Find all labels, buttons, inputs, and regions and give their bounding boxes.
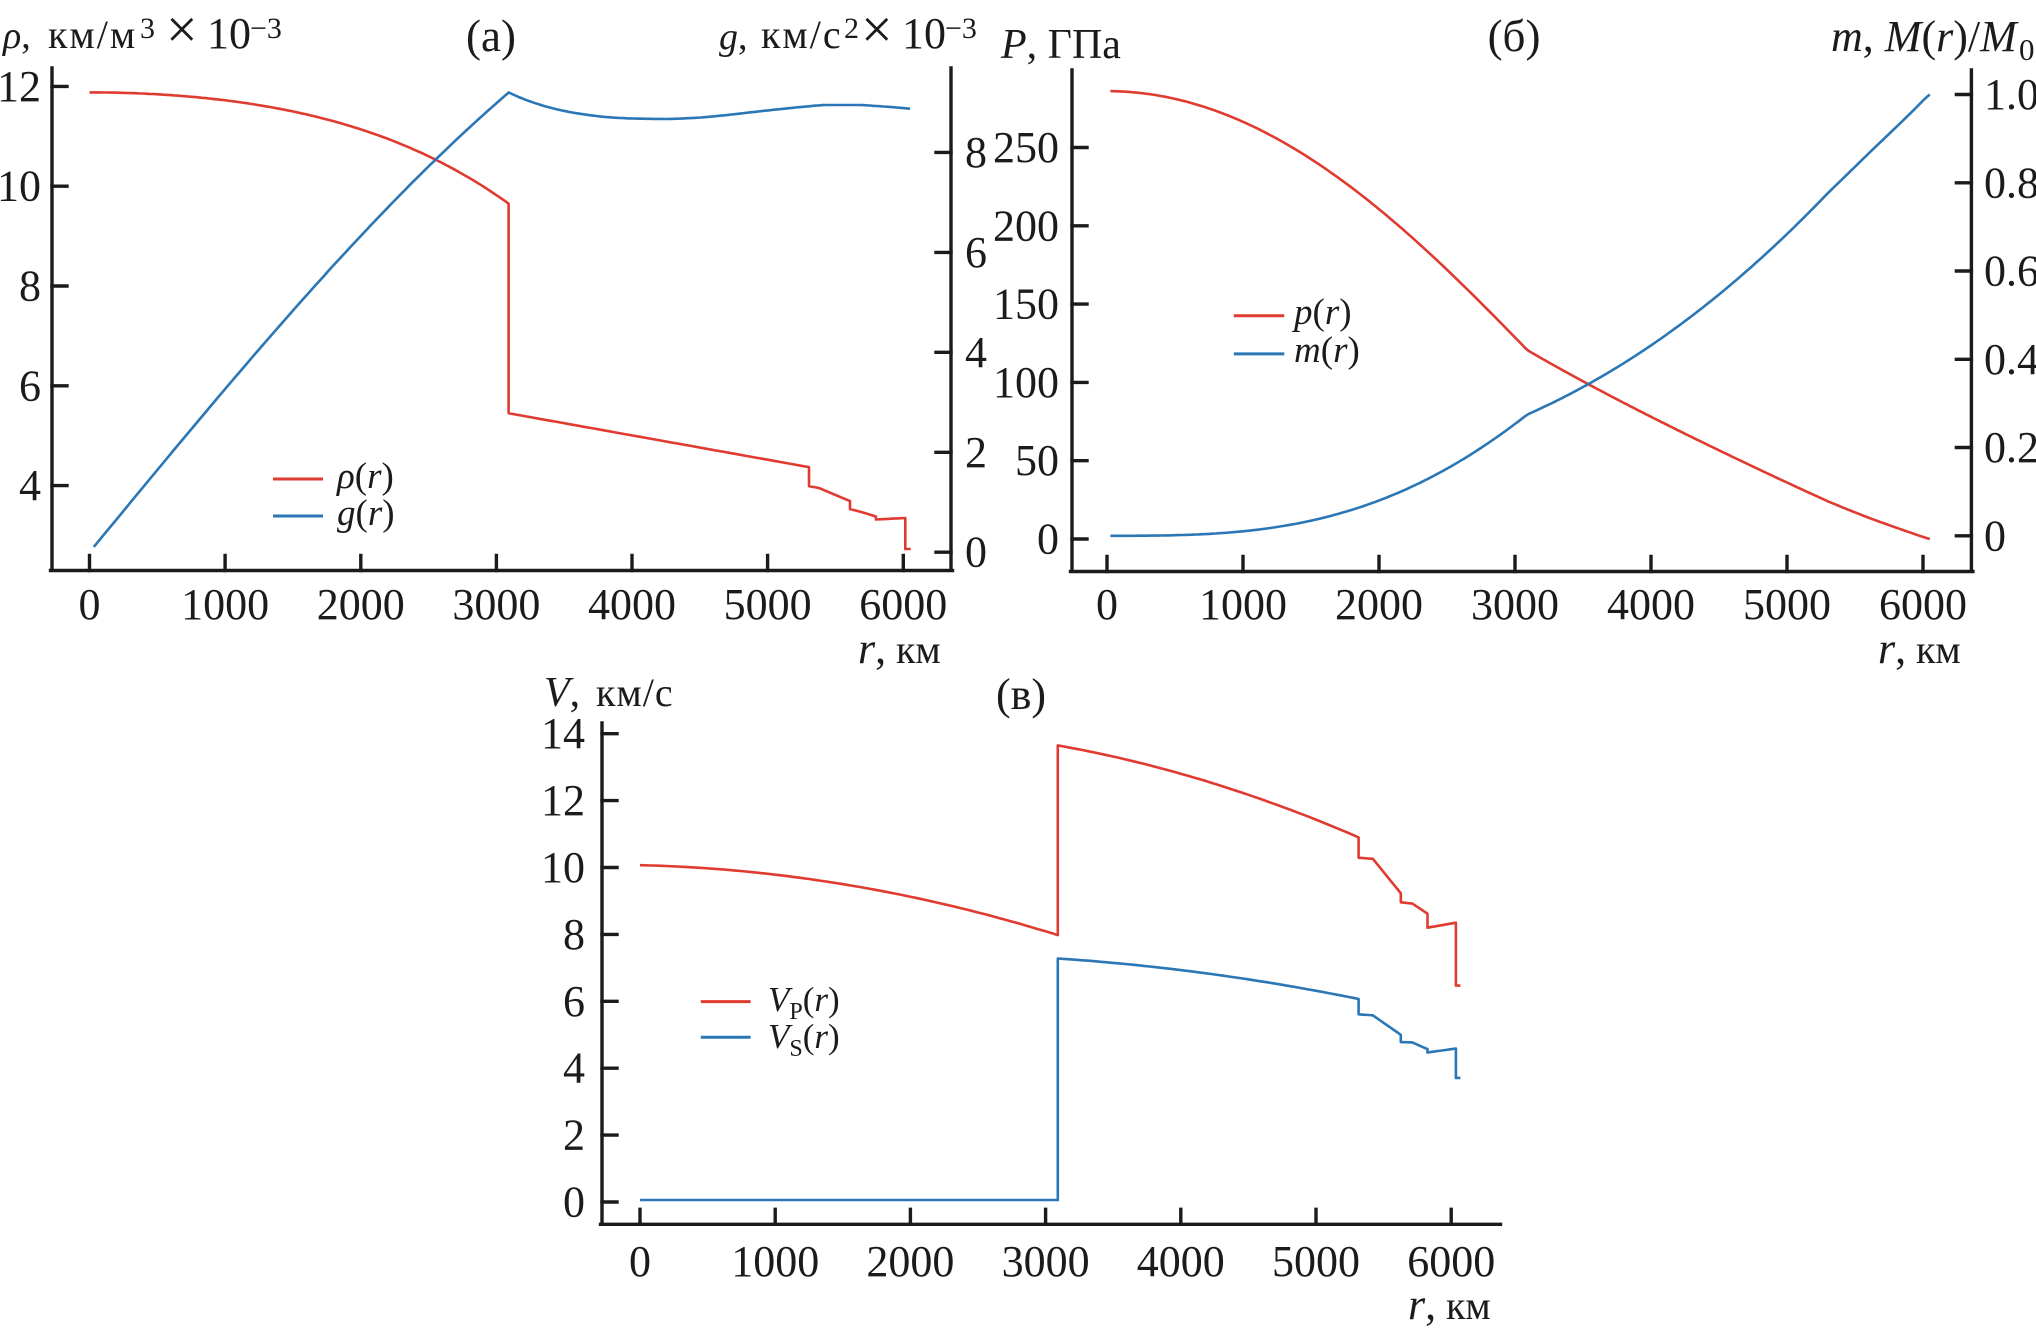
svg-text:4000: 4000 (1137, 1237, 1225, 1286)
svg-text:0: 0 (2019, 32, 2035, 67)
svg-text:10: 10 (902, 9, 946, 58)
svg-text:12: 12 (541, 776, 585, 825)
svg-text:−3: −3 (250, 12, 282, 45)
svg-text:g(r): g(r) (337, 493, 395, 534)
svg-text:км/с: км/с (596, 670, 674, 715)
svg-text:m(r): m(r) (1294, 330, 1360, 371)
svg-text:,: , (738, 16, 748, 58)
svg-text:6000: 6000 (859, 580, 947, 629)
svg-text:0: 0 (563, 1178, 585, 1227)
svg-text:5000: 5000 (724, 580, 812, 629)
svg-text:5000: 5000 (1272, 1237, 1360, 1286)
svg-text:2000: 2000 (317, 580, 405, 629)
svg-text:r,: r, (1408, 1280, 1436, 1329)
svg-text:150: 150 (993, 280, 1059, 329)
svg-text:0: 0 (965, 528, 987, 577)
svg-text:1000: 1000 (1199, 580, 1287, 629)
svg-text:8: 8 (965, 128, 987, 177)
svg-text:2000: 2000 (1335, 580, 1423, 629)
svg-text:10: 10 (207, 9, 251, 58)
svg-text:0.6: 0.6 (1984, 247, 2036, 296)
svg-text:−3: −3 (945, 12, 977, 45)
svg-text:4000: 4000 (1607, 580, 1695, 629)
svg-text:3: 3 (140, 12, 155, 45)
svg-text:50: 50 (1015, 436, 1059, 485)
svg-text:P, ГПа: P, ГПа (1000, 22, 1121, 68)
svg-text:6: 6 (19, 361, 41, 410)
svg-text:100: 100 (993, 358, 1059, 407)
svg-text:10: 10 (541, 843, 585, 892)
svg-text:3000: 3000 (1471, 580, 1559, 629)
svg-text:1000: 1000 (731, 1237, 819, 1286)
svg-text:r,: r, (858, 624, 886, 673)
svg-text:ρ,: ρ, (2, 15, 31, 57)
svg-text:км: км (1446, 1283, 1491, 1328)
svg-text:4: 4 (19, 461, 41, 510)
svg-text:0: 0 (1037, 515, 1059, 564)
svg-text:км/м: км/м (48, 12, 137, 57)
svg-text:12: 12 (0, 62, 41, 111)
svg-text:V,: V, (544, 670, 580, 716)
svg-text:2: 2 (965, 428, 987, 477)
svg-text:км: км (896, 627, 941, 672)
svg-text:(в): (в) (996, 670, 1046, 719)
svg-text:(б): (б) (1488, 11, 1541, 61)
svg-text:(а): (а) (466, 11, 516, 61)
svg-text:2: 2 (844, 12, 859, 45)
svg-text:ρ(r): ρ(r) (336, 456, 394, 497)
svg-text:6000: 6000 (1879, 580, 1967, 629)
svg-text:4: 4 (563, 1044, 585, 1093)
svg-text:4000: 4000 (588, 580, 676, 629)
svg-text:1.0: 1.0 (1984, 70, 2036, 119)
svg-text:2: 2 (563, 1111, 585, 1160)
svg-text:250: 250 (993, 123, 1059, 172)
svg-text:r,: r, (1878, 624, 1906, 673)
svg-text:0: 0 (1096, 580, 1118, 629)
svg-text:0.4: 0.4 (1984, 335, 2036, 384)
svg-text:0.8: 0.8 (1984, 158, 2036, 207)
svg-text:3000: 3000 (1002, 1237, 1090, 1286)
svg-text:8: 8 (19, 262, 41, 311)
svg-text:0: 0 (1984, 511, 2006, 560)
svg-text:g: g (719, 16, 738, 58)
svg-text:m, M(r)/M: m, M(r)/M (1831, 12, 2019, 61)
svg-text:0.2: 0.2 (1984, 423, 2036, 472)
svg-text:км/с: км/с (761, 12, 843, 57)
svg-text:p(r): p(r) (1291, 292, 1352, 333)
svg-text:4: 4 (965, 328, 987, 377)
svg-text:6: 6 (563, 977, 585, 1026)
svg-text:10: 10 (0, 162, 41, 211)
svg-text:VS(r): VS(r) (768, 1017, 840, 1062)
svg-text:6000: 6000 (1407, 1237, 1495, 1286)
svg-text:×: × (166, 0, 198, 61)
svg-text:8: 8 (563, 910, 585, 959)
svg-text:200: 200 (993, 201, 1059, 250)
svg-text:3000: 3000 (452, 580, 540, 629)
svg-text:0: 0 (629, 1237, 651, 1286)
svg-text:1000: 1000 (181, 580, 269, 629)
svg-text:2000: 2000 (866, 1237, 954, 1286)
svg-text:5000: 5000 (1743, 580, 1831, 629)
svg-text:14: 14 (541, 709, 585, 758)
svg-text:6: 6 (965, 228, 987, 277)
svg-text:VP(r): VP(r) (768, 980, 840, 1025)
svg-text:0: 0 (79, 580, 101, 629)
svg-text:×: × (861, 0, 893, 61)
svg-text:км: км (1916, 627, 1961, 672)
